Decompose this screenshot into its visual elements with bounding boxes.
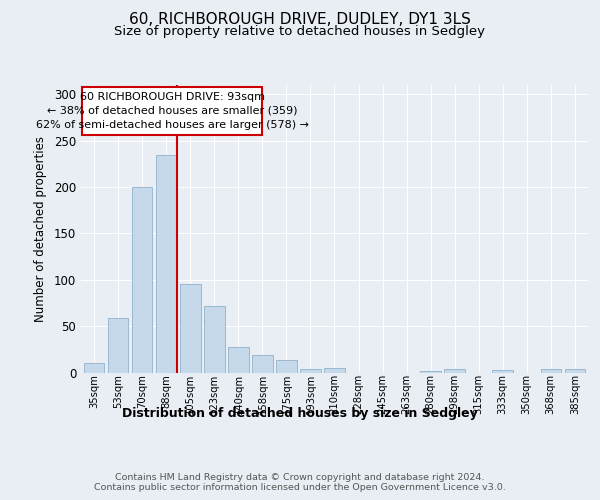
Bar — [445, 369, 465, 372]
Text: 60, RICHBOROUGH DRIVE, DUDLEY, DY1 3LS: 60, RICHBOROUGH DRIVE, DUDLEY, DY1 3LS — [129, 12, 471, 28]
Text: 60 RICHBOROUGH DRIVE: 93sqm
← 38% of detached houses are smaller (359)
62% of se: 60 RICHBOROUGH DRIVE: 93sqm ← 38% of det… — [36, 92, 309, 130]
Bar — [324, 368, 345, 372]
Bar — [84, 363, 104, 372]
Bar — [493, 370, 513, 372]
Text: Size of property relative to detached houses in Sedgley: Size of property relative to detached ho… — [115, 25, 485, 38]
FancyBboxPatch shape — [82, 87, 262, 135]
Bar — [565, 369, 585, 372]
Bar — [180, 284, 200, 372]
Bar — [204, 306, 224, 372]
Bar — [421, 370, 441, 372]
Bar — [252, 355, 272, 372]
Bar — [108, 318, 128, 372]
Bar — [276, 360, 296, 372]
Bar — [228, 346, 248, 372]
Text: Distribution of detached houses by size in Sedgley: Distribution of detached houses by size … — [122, 408, 478, 420]
Y-axis label: Number of detached properties: Number of detached properties — [34, 136, 47, 322]
Bar — [156, 156, 176, 372]
Bar — [132, 187, 152, 372]
Bar — [300, 369, 320, 372]
Bar — [541, 369, 561, 372]
Text: Contains HM Land Registry data © Crown copyright and database right 2024.
Contai: Contains HM Land Registry data © Crown c… — [94, 472, 506, 492]
